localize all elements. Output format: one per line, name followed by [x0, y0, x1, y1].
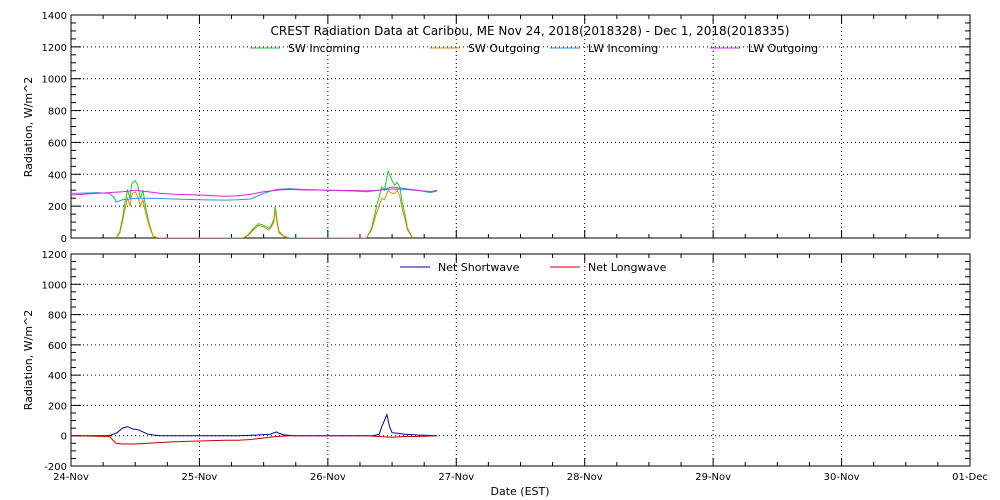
legend-label-net-longwave: Net Longwave: [588, 261, 667, 274]
legend-label-lw-outgoing: LW Outgoing: [748, 42, 818, 55]
y-tick-label: -200: [44, 462, 67, 473]
y-tick-label: 1000: [42, 75, 67, 86]
plot-frame: [70, 253, 971, 467]
y-tick-label: 200: [48, 202, 67, 213]
y-tick-label: 0: [61, 234, 67, 245]
y-tick-label: 1000: [42, 280, 67, 291]
series-line-sw-incoming: [115, 169, 414, 238]
series-line-lw-incoming: [71, 186, 438, 203]
y-tick-label: 200: [48, 401, 67, 412]
x-tick-label: 01-Dec: [952, 472, 988, 483]
panel-1: 0 200 400 600 800 1000 1200 1400 Radiation, W/m^…: [22, 11, 971, 245]
x-tick-label: 28-Nov: [567, 472, 603, 483]
x-axis-title: Date (EST): [490, 485, 549, 498]
panel-2: -200 0 200 400 600 800 1000 1200 Radiation, W/m^…: [22, 250, 988, 483]
y-tick-label: 400: [48, 371, 67, 382]
y-axis-title: Radiation, W/m^2: [22, 77, 35, 178]
legend-label-sw-outgoing: SW Outgoing: [468, 42, 540, 55]
series-line-sw-outgoing: [115, 189, 414, 238]
y-tick-label: 1200: [42, 43, 67, 54]
y-tick-label: 400: [48, 170, 67, 181]
y-tick-label: 1200: [42, 250, 67, 261]
series-line-net-shortwave: [71, 412, 438, 437]
y-tick-label: 600: [48, 341, 67, 352]
legend-label-sw-incoming: SW Incoming: [288, 42, 360, 55]
x-tick-label: 26-Nov: [310, 472, 346, 483]
x-tick-label: 25-Nov: [181, 472, 217, 483]
series-line-net-longwave: [71, 435, 438, 445]
x-tick-label: 30-Nov: [824, 472, 860, 483]
y-tick-label: 600: [48, 138, 67, 149]
y-tick-label: 800: [48, 311, 67, 322]
y-tick-label: 1400: [42, 11, 67, 22]
x-tick-label: 29-Nov: [695, 472, 731, 483]
y-tick-label: 800: [48, 107, 67, 118]
chart-panels: 0 200 400 600 800 1000 1200 1400 Radiation, W/m^…: [22, 11, 988, 483]
chart-title: CREST Radiation Data at Caribou, ME Nov …: [271, 24, 790, 38]
x-tick-label: 27-Nov: [438, 472, 474, 483]
y-tick-label: 0: [61, 432, 67, 443]
series-line-lw-outgoing: [71, 188, 438, 197]
x-tick-label: 24-Nov: [53, 472, 89, 483]
y-axis-title: Radiation, W/m^2: [22, 310, 35, 411]
legend-label-net-shortwave: Net Shortwave: [438, 261, 520, 274]
legend-label-lw-incoming: LW Incoming: [588, 42, 658, 55]
